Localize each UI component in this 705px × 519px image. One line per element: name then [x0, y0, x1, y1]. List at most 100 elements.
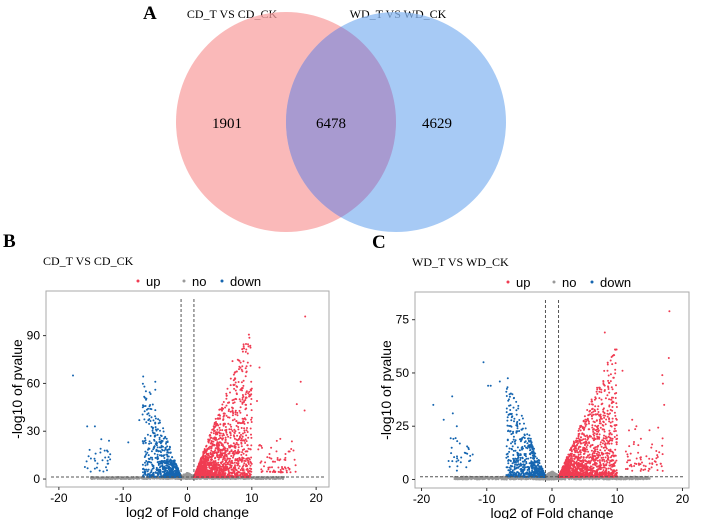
point-up — [217, 443, 220, 446]
point-down — [166, 458, 169, 461]
point-up — [249, 344, 252, 347]
point-up — [241, 473, 244, 476]
point-up — [230, 455, 233, 457]
point-up — [219, 456, 222, 458]
point-down — [167, 455, 170, 458]
venn-count-left: 1901 — [212, 116, 242, 132]
point-up — [209, 445, 212, 448]
point-no — [106, 477, 109, 480]
point-up — [237, 421, 240, 424]
point-down — [155, 448, 158, 451]
point-up — [234, 467, 237, 469]
point-down — [144, 405, 147, 407]
point-down — [151, 458, 154, 461]
point-up — [279, 437, 282, 440]
point-down — [138, 419, 141, 422]
point-down — [161, 449, 164, 452]
point-up — [225, 431, 228, 434]
point-up — [216, 428, 219, 431]
point-up — [234, 464, 236, 467]
point-down — [153, 432, 156, 435]
point-up — [200, 457, 203, 460]
point-down — [101, 459, 104, 462]
point-up — [204, 451, 207, 454]
point-up — [270, 446, 273, 449]
point-down — [104, 456, 107, 459]
point-down — [141, 382, 144, 385]
point-up — [223, 455, 226, 458]
point-up — [277, 470, 280, 473]
point-up — [242, 418, 245, 420]
point-no — [454, 478, 457, 481]
point-up — [249, 403, 252, 406]
point-down — [163, 459, 166, 462]
point-up — [229, 377, 232, 380]
point-down — [159, 475, 161, 478]
point-down — [164, 448, 167, 451]
point-up — [213, 436, 216, 439]
point-up — [218, 466, 221, 469]
point-up — [231, 360, 234, 363]
point-up — [238, 471, 240, 474]
point-up — [227, 422, 230, 425]
point-up — [249, 475, 252, 478]
point-up — [226, 387, 229, 390]
point-up — [241, 365, 244, 368]
point-up — [208, 476, 211, 478]
point-up — [209, 456, 211, 459]
point-no — [138, 476, 141, 479]
point-up — [272, 469, 275, 472]
point-up — [249, 346, 252, 349]
point-down — [163, 457, 166, 459]
point-up — [217, 424, 220, 427]
point-up — [213, 468, 216, 471]
point-up — [242, 384, 245, 387]
point-up — [260, 468, 263, 471]
point-up — [230, 428, 233, 431]
point-up — [225, 468, 228, 471]
point-up — [233, 472, 236, 475]
point-up — [245, 403, 248, 406]
point-up — [246, 361, 249, 364]
point-up — [241, 465, 244, 468]
point-down — [156, 472, 159, 475]
point-up — [243, 427, 246, 430]
point-down — [151, 463, 154, 466]
point-up — [236, 434, 239, 437]
point-up — [240, 427, 243, 429]
point-up — [225, 460, 228, 462]
point-down — [89, 470, 92, 473]
point-down — [160, 455, 163, 457]
plot-title: CD_T VS CD_CK — [43, 254, 134, 268]
point-down — [149, 456, 152, 459]
point-up — [250, 456, 253, 459]
point-up — [225, 414, 228, 417]
point-no — [108, 476, 111, 479]
point-down — [105, 466, 107, 469]
point-down — [168, 476, 171, 478]
point-down — [150, 469, 153, 472]
point-down — [141, 468, 144, 470]
point-no — [276, 477, 279, 480]
point-down — [172, 465, 175, 468]
point-up — [247, 333, 250, 336]
point-up — [240, 381, 243, 384]
point-up — [236, 452, 239, 455]
point-up — [214, 460, 217, 462]
point-up — [211, 453, 214, 456]
point-down — [152, 419, 155, 422]
point-up — [245, 371, 248, 374]
point-no — [573, 478, 575, 480]
point-down — [95, 466, 98, 469]
point-down — [155, 428, 157, 431]
point-up — [295, 403, 298, 406]
point-up — [217, 458, 220, 461]
point-up — [207, 441, 210, 444]
point-up — [234, 449, 237, 452]
point-up — [208, 447, 210, 450]
point-down — [156, 457, 158, 459]
point-no — [478, 476, 481, 479]
point-no — [575, 477, 578, 480]
point-up — [283, 466, 286, 469]
point-up — [231, 406, 233, 409]
